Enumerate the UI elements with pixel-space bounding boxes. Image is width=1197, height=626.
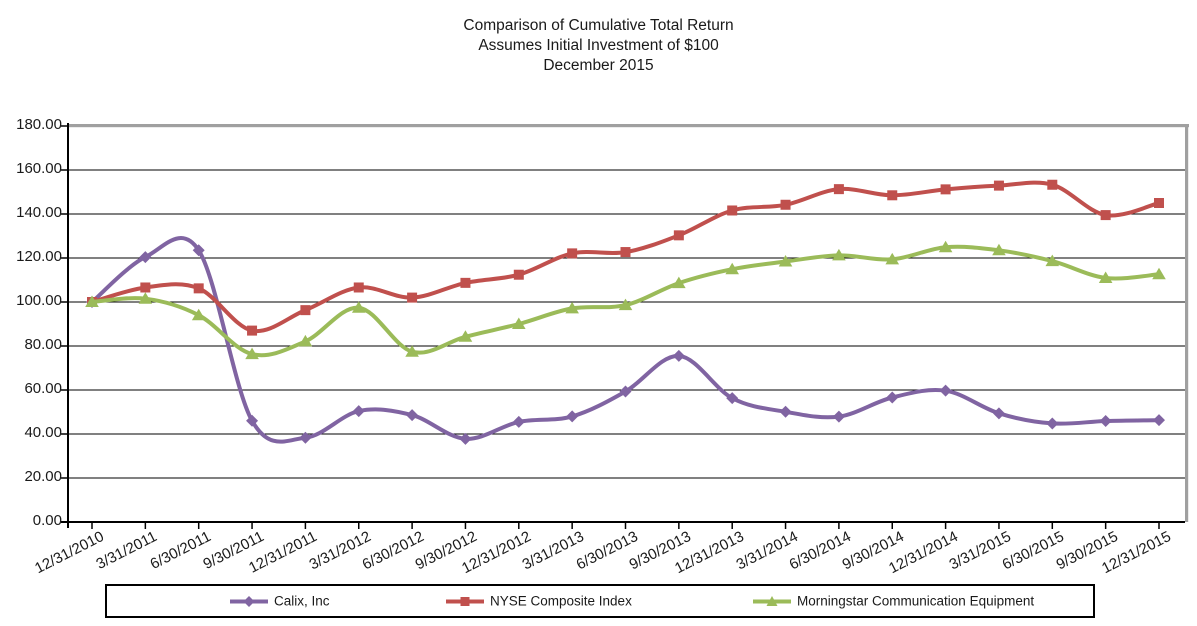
series-marker-nyse-composite-index [1047, 179, 1058, 190]
series-marker-calix-inc [139, 251, 152, 264]
series-marker-morningstar-communication-equipment [778, 255, 793, 267]
series-marker-morningstar-communication-equipment [85, 295, 99, 307]
legend-entry-nyse: NYSE Composite Index [445, 594, 632, 609]
legend-entry-morningstar: Morningstar Communication Equipment [752, 594, 1034, 609]
series-line-calix-inc [90, 236, 1161, 444]
series-marker-calix-inc [672, 349, 685, 362]
series-marker-calix-inc [1046, 417, 1059, 430]
series-marker-morningstar-communication-equipment [245, 347, 259, 360]
y-tick-label: 40.00 [24, 424, 62, 441]
series-marker-morningstar-communication-equipment [565, 301, 579, 314]
series-marker-morningstar-communication-equipment [672, 276, 686, 289]
series-marker-morningstar-communication-equipment [832, 248, 846, 261]
series-marker-calix-inc [992, 407, 1005, 420]
series-marker-calix-inc [619, 385, 632, 398]
series-marker-morningstar-communication-equipment [191, 308, 206, 321]
series-marker-calix-inc [832, 410, 845, 423]
series-marker-morningstar-communication-equipment [725, 262, 739, 275]
series-marker-calix-inc [726, 392, 739, 405]
series-marker-morningstar-communication-equipment [405, 345, 419, 357]
series-marker-morningstar-communication-equipment [618, 298, 633, 311]
series-marker-morningstar-communication-equipment [1152, 267, 1166, 280]
series-marker-morningstar-communication-equipment [1098, 271, 1113, 284]
chart-title-line-3: December 2015 [543, 57, 654, 74]
legend-entry-calix: Calix, Inc [229, 594, 330, 609]
legend-label-nyse: NYSE Composite Index [490, 593, 632, 609]
y-tick-label: 80.00 [24, 336, 62, 353]
series-marker-calix-inc [512, 415, 525, 428]
series-marker-calix-inc [939, 384, 952, 397]
series-marker-nyse-composite-index [887, 190, 898, 201]
series-marker-nyse-composite-index [1154, 198, 1164, 208]
series-marker-nyse-composite-index [620, 247, 631, 258]
y-tick-label: 0.00 [32, 512, 62, 529]
series-marker-calix-inc [886, 391, 899, 404]
series-marker-morningstar-communication-equipment [938, 240, 953, 253]
series-marker-nyse-composite-index [353, 282, 364, 293]
series-marker-nyse-composite-index [513, 269, 524, 280]
series-marker-calix-inc [192, 244, 205, 257]
series-marker-calix-inc [779, 405, 792, 418]
series-marker-morningstar-communication-equipment [298, 334, 313, 347]
series-marker-nyse-composite-index [780, 199, 791, 210]
series-marker-nyse-composite-index [727, 205, 738, 216]
series-marker-nyse-composite-index [1100, 210, 1111, 221]
y-tick-label: 60.00 [24, 380, 62, 397]
plot-border-top [68, 124, 1189, 128]
series-marker-nyse-composite-index [673, 230, 684, 241]
y-tick-label: 100.00 [16, 292, 62, 309]
series-marker-nyse-composite-index [833, 184, 844, 195]
y-tick-label: 140.00 [16, 204, 62, 221]
series-marker-calix-inc [299, 431, 312, 444]
series-marker-morningstar-communication-equipment [992, 243, 1006, 256]
series-marker-calix-inc [352, 405, 365, 418]
series-marker-nyse-composite-index [407, 292, 418, 303]
series-marker-morningstar-communication-equipment [138, 292, 153, 304]
series-marker-calix-inc [1099, 415, 1112, 428]
series-marker-calix-inc [566, 410, 579, 423]
legend-label-morningstar: Morningstar Communication Equipment [797, 593, 1035, 609]
y-tick-label: 180.00 [16, 116, 62, 133]
series-marker-calix-inc [1153, 414, 1165, 427]
series-marker-calix-inc [406, 409, 419, 422]
series-marker-calix-inc [246, 414, 259, 427]
series-marker-calix-inc [459, 432, 472, 445]
y-tick-label: 120.00 [16, 248, 62, 265]
nyse-line-swatch-icon [446, 596, 484, 606]
series-marker-nyse-composite-index [247, 325, 258, 336]
chart-title-line-1: Comparison of Cumulative Total Return [463, 17, 734, 34]
series-marker-nyse-composite-index [940, 184, 951, 195]
series-marker-morningstar-communication-equipment [1045, 254, 1060, 267]
series-marker-morningstar-communication-equipment [458, 330, 473, 342]
series-marker-nyse-composite-index [993, 180, 1004, 191]
plot-border-right [1185, 124, 1189, 522]
series-marker-nyse-composite-index [460, 277, 471, 288]
series-marker-nyse-composite-index [567, 248, 578, 259]
chart-title: Comparison of Cumulative Total Return As… [0, 16, 1197, 76]
series-marker-nyse-composite-index [140, 282, 151, 293]
series-marker-morningstar-communication-equipment [885, 252, 900, 265]
chart-title-line-2: Assumes Initial Investment of $100 [478, 37, 719, 54]
series-marker-morningstar-communication-equipment [512, 317, 526, 329]
legend-label-calix: Calix, Inc [274, 593, 330, 609]
y-tick-label: 160.00 [16, 160, 62, 177]
legend: Calix, Inc NYSE Composite Index Mornings… [105, 584, 1095, 618]
series-marker-nyse-composite-index [300, 305, 311, 316]
calix-line-swatch-icon [230, 595, 268, 607]
series-marker-nyse-composite-index [193, 283, 204, 294]
series-marker-morningstar-communication-equipment [351, 301, 366, 313]
y-tick-label: 20.00 [24, 468, 62, 485]
morningstar-line-swatch-icon [753, 595, 791, 606]
